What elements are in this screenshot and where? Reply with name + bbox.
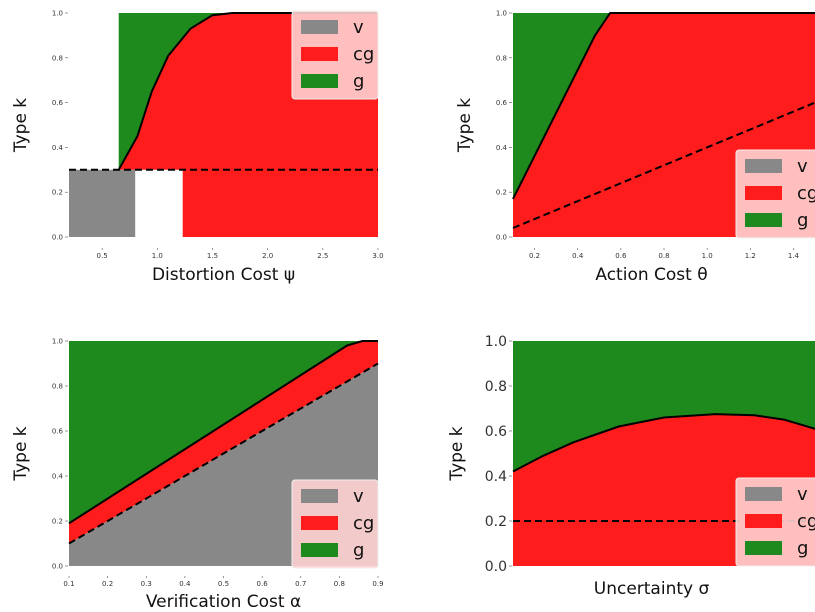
x-axis-label: Uncertainty σ	[594, 579, 710, 599]
legend-swatch-v	[745, 487, 782, 501]
x-tick-label: 1.4	[788, 252, 800, 260]
y-tick-label: 0.4	[52, 472, 64, 480]
legend-label-v: v	[353, 486, 364, 507]
y-tick-label: 1.0	[52, 9, 63, 17]
legend-swatch-v	[301, 20, 338, 34]
y-tick-label: 0.2	[485, 514, 507, 530]
solid-boundary-line	[512, 12, 815, 200]
legend-label-cg: cg	[353, 513, 374, 534]
y-tick-label: 0.2	[496, 189, 507, 197]
legend-label-g: g	[797, 538, 808, 559]
dashed-boundary-line	[68, 362, 379, 545]
legend-label-g: g	[797, 210, 808, 231]
legend-swatch-g	[745, 541, 782, 555]
legend-label-v: v	[797, 156, 808, 177]
y-axis-label: Type k	[11, 98, 31, 153]
x-tick-label: 1.2	[745, 252, 756, 260]
x-tick-label: 1.0	[152, 252, 163, 260]
solid-boundary-line	[68, 340, 378, 525]
panel-1: 0.0 0.2 0.4 0.6 0.8 1.0 0.5 1.0 1.5 2.0 2.5 3.0 Dist…	[11, 9, 384, 285]
y-tick-label: 1.0	[52, 337, 63, 345]
y-tick-label: 0.4	[496, 144, 508, 152]
solid-boundary-line	[117, 12, 378, 171]
x-axis-label: Distortion Cost ψ	[152, 265, 295, 285]
y-tick-label: 0.0	[52, 562, 63, 570]
x-tick-label: 2.5	[317, 252, 328, 260]
y-tick-label: 0.2	[52, 189, 63, 197]
x-tick-label: 0.2	[102, 580, 113, 588]
x-tick-label: 0.9	[372, 580, 383, 588]
region-g	[513, 13, 611, 199]
y-tick-label: 0.8	[52, 54, 63, 62]
x-tick-label: 0.3	[141, 580, 152, 588]
x-tick-label: 1.5	[207, 252, 218, 260]
x-tick-label: 0.4	[572, 252, 584, 260]
x-tick-label: 0.8	[334, 580, 345, 588]
y-tick-label: 0.0	[485, 559, 507, 575]
legend-label-cg: cg	[353, 44, 374, 65]
legend-swatch-cg	[745, 186, 782, 200]
legend-swatch-cg	[745, 514, 782, 528]
x-tick-label: 0.1	[63, 580, 74, 588]
x-tick-label: 0.4	[179, 580, 191, 588]
x-tick-label: 2.0	[262, 252, 273, 260]
panel-4: 0.0 0.2 0.4 0.6 0.8 1.0 Uncertainty σ Type k v cg…	[447, 334, 815, 599]
y-tick-label: 1.0	[485, 334, 507, 350]
legend-label-v: v	[797, 484, 808, 505]
y-tick-label: 0.6	[496, 99, 508, 107]
y-tick-label: 0.6	[52, 99, 64, 107]
panel-3: 0.0 0.2 0.4 0.6 0.8 1.0 0.1 0.2 0.3 0.4 0.5 0.6 0.7 0…	[11, 337, 384, 612]
legend: v cg g	[735, 149, 815, 239]
legend: v cg g	[735, 477, 815, 567]
y-tick-label: 0.8	[485, 379, 507, 395]
region-g	[118, 13, 233, 170]
x-tick-label: 0.6	[615, 252, 627, 260]
x-tick-label: 0.5	[97, 252, 108, 260]
region-g	[69, 341, 363, 524]
legend-label-cg: cg	[797, 183, 815, 204]
legend: v cg g	[291, 10, 379, 100]
region-cg	[69, 341, 378, 544]
region-v	[69, 169, 136, 237]
y-axis-label: Type k	[455, 98, 475, 153]
y-tick-label: 1.0	[496, 9, 507, 17]
y-tick-label: 0.2	[52, 517, 63, 525]
y-tick-label: 0.0	[496, 233, 507, 241]
y-tick-label: 0.4	[485, 469, 507, 485]
x-tick-label: 0.5	[218, 580, 229, 588]
x-tick-label: 0.6	[257, 580, 269, 588]
legend-swatch-v	[301, 489, 338, 503]
panel-2: 0.0 0.2 0.4 0.6 0.8 1.0 0.2 0.4 0.6 0.8 1.0 1.2 1.4 A…	[455, 9, 815, 285]
x-tick-label: 1.0	[702, 252, 713, 260]
legend-label-g: g	[353, 71, 364, 92]
x-tick-label: 0.7	[295, 580, 306, 588]
legend: v cg g	[291, 479, 379, 569]
solid-boundary-line	[512, 413, 815, 473]
legend-swatch-g	[301, 543, 338, 557]
y-tick-label: 0.0	[52, 233, 63, 241]
x-axis-label: Verification Cost α	[146, 592, 301, 612]
y-axis-label: Type k	[447, 426, 467, 481]
legend-swatch-cg	[301, 516, 338, 530]
y-tick-label: 0.4	[52, 144, 64, 152]
y-axis-label: Type k	[11, 426, 31, 481]
legend-swatch-g	[301, 74, 338, 88]
legend-label-v: v	[353, 17, 364, 38]
legend-swatch-v	[745, 159, 782, 173]
legend-label-cg: cg	[797, 511, 815, 532]
x-tick-label: 0.8	[658, 252, 669, 260]
x-tick-label: 0.2	[529, 252, 540, 260]
x-tick-label: 3.0	[372, 252, 383, 260]
y-tick-label: 0.6	[485, 424, 507, 440]
x-axis-label: Action Cost θ	[595, 265, 707, 285]
region-g	[513, 341, 815, 472]
y-tick-label: 0.8	[52, 382, 63, 390]
y-tick-label: 0.6	[52, 427, 64, 435]
y-tick-label: 0.8	[496, 54, 507, 62]
legend-label-g: g	[353, 540, 364, 561]
legend-swatch-g	[745, 213, 782, 227]
legend-swatch-cg	[301, 47, 338, 61]
